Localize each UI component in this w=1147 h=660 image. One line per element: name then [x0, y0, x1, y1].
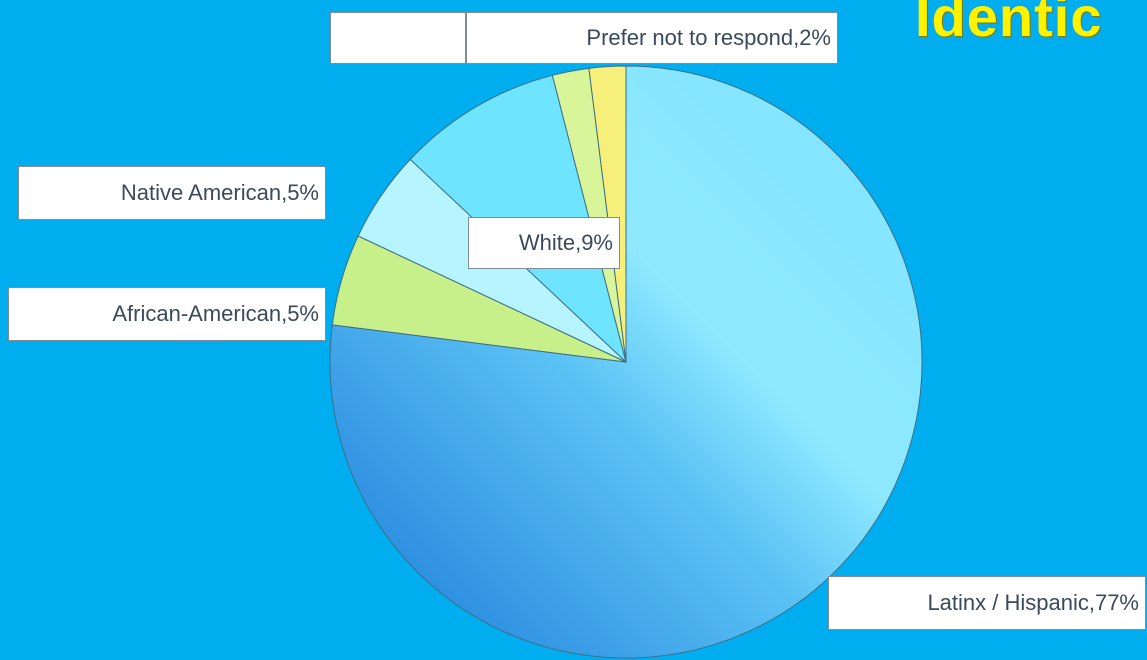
data-label-white: White,9% — [468, 217, 620, 269]
data-label-latinx-hispanic: Latinx / Hispanic,77% — [828, 576, 1146, 630]
data-label-native-american: Native American,5% — [18, 166, 326, 220]
pie-slice-prefer-not-to-respond — [588, 65, 627, 363]
chart-title: Identic — [915, 0, 1103, 48]
data-label-african-american: African-American,5% — [8, 287, 326, 341]
data-label-prefer-not: Prefer not to respond,2% — [466, 12, 838, 64]
blank-label-box — [330, 12, 466, 64]
